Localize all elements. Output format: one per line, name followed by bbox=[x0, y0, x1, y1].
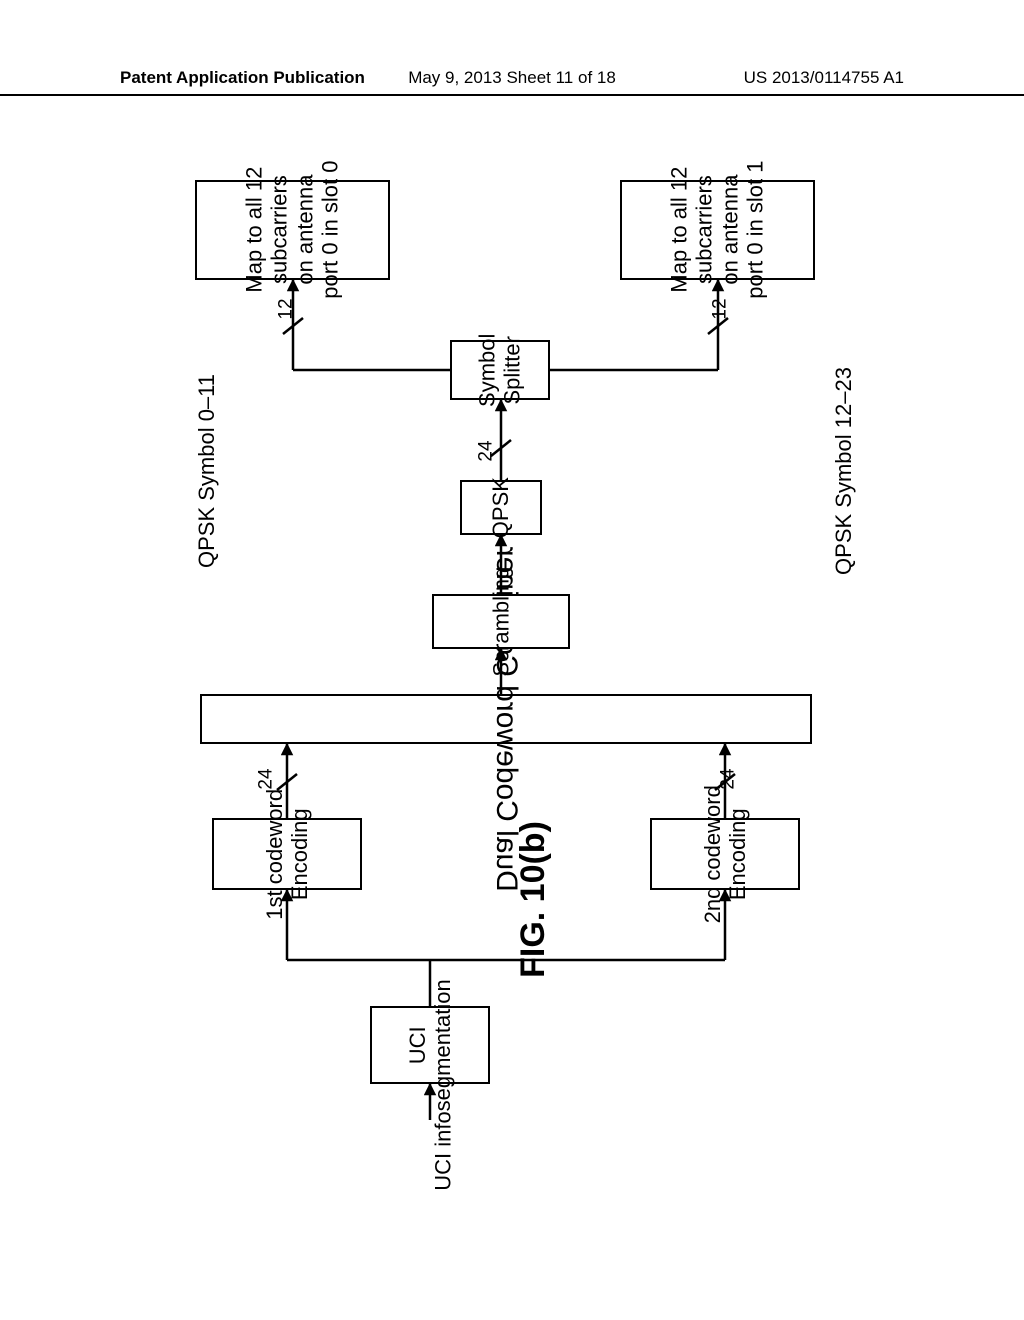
node-map-slot1: Map to all 12 subcarriers on antenna por… bbox=[620, 180, 815, 280]
node-map-slot0: Map to all 12 subcarriers on antenna por… bbox=[195, 180, 390, 280]
uci-info-label: UCI info bbox=[431, 1111, 457, 1190]
map0-l4: port 0 in slot 0 bbox=[318, 161, 343, 299]
enc2-l2: Encoding bbox=[725, 808, 750, 900]
scrambling-label: Scrambling bbox=[488, 566, 513, 676]
map1-l1: Map to all 12 bbox=[667, 167, 692, 293]
splitter-l2: Splitter bbox=[500, 336, 525, 404]
enc2-l1: 2nd codeword bbox=[700, 785, 725, 923]
qpsk-symbol-bottom-label: QPSK Symbol 12–23 bbox=[831, 367, 857, 575]
enc1-l2: Encoding bbox=[287, 808, 312, 900]
node-scrambling: Scrambling bbox=[432, 594, 570, 649]
edge-label-24c: 24 bbox=[476, 440, 498, 461]
edge-label-24b: 24 bbox=[718, 768, 740, 789]
diagram: UCI info QPSK Symbol 0–11 QPSK Symbol 12… bbox=[150, 160, 870, 1180]
edge-label-24a: 24 bbox=[256, 768, 278, 789]
map1-l4: port 0 in slot 1 bbox=[743, 161, 768, 299]
map1-l2: subcarriers bbox=[692, 176, 717, 285]
map0-l3: on antenna bbox=[293, 175, 318, 285]
edge-label-12a: 12 bbox=[276, 298, 298, 319]
map0-l1: Map to all 12 bbox=[242, 167, 267, 293]
header-center: May 9, 2013 Sheet 11 of 18 bbox=[408, 68, 616, 88]
page-header: Patent Application Publication May 9, 20… bbox=[0, 60, 1024, 96]
enc1-l1: 1st codeword bbox=[262, 789, 287, 920]
edge-label-12b: 12 bbox=[710, 298, 732, 319]
node-encoding-2: 2nd codeword Encoding bbox=[650, 818, 800, 890]
node-encoding-1: 1st codeword Encoding bbox=[212, 818, 362, 890]
map1-l3: on antenna bbox=[718, 175, 743, 285]
qpsk-label: QPSK bbox=[488, 477, 513, 538]
node-combiner: Dual Codeword Combiner bbox=[200, 694, 812, 744]
uci-seg-l2: segmentation bbox=[430, 979, 455, 1111]
header-right: US 2013/0114755 A1 bbox=[744, 68, 904, 88]
uci-seg-l1: UCI bbox=[405, 1026, 430, 1064]
node-splitter: Symbol Splitter bbox=[450, 340, 550, 400]
header-left: Patent Application Publication bbox=[120, 68, 365, 88]
qpsk-symbol-top-label: QPSK Symbol 0–11 bbox=[194, 374, 220, 568]
map0-l2: subcarriers bbox=[267, 176, 292, 285]
node-uci-segmentation: UCI segmentation bbox=[370, 1006, 490, 1084]
node-qpsk: QPSK bbox=[460, 480, 542, 535]
splitter-l1: Symbol bbox=[475, 333, 500, 406]
